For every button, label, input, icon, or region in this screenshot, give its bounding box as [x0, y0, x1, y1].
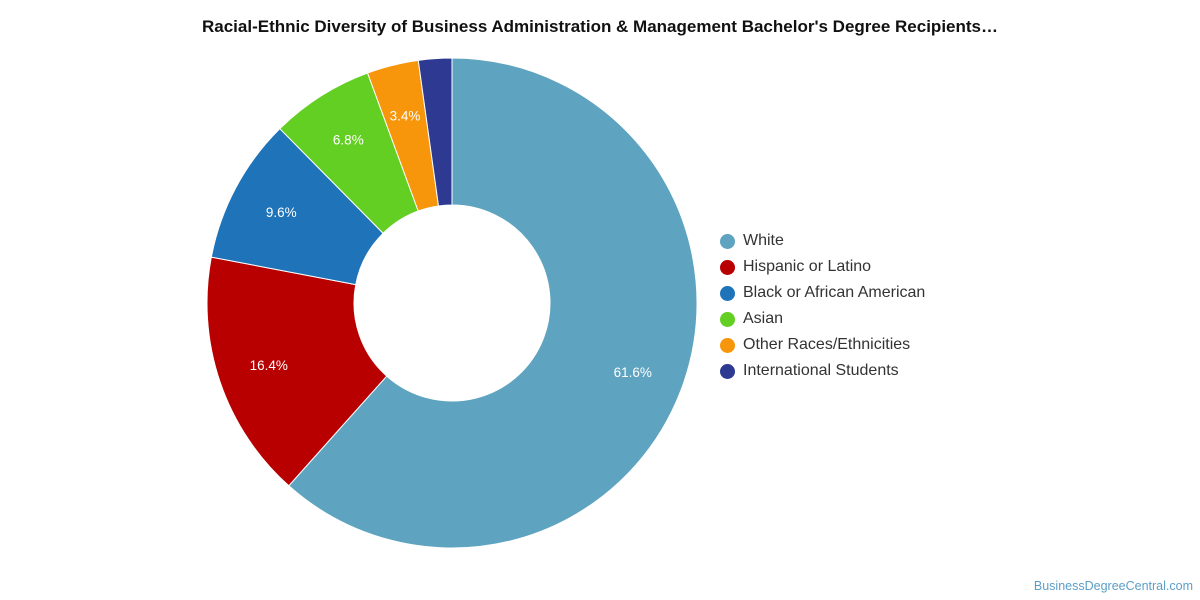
- legend-item-black-or-african-american[interactable]: Black or African American: [720, 280, 925, 306]
- legend-item-asian[interactable]: Asian: [720, 306, 925, 332]
- legend-swatch-icon: [720, 233, 735, 249]
- legend-label: Black or African American: [743, 284, 926, 301]
- legend-swatch-icon: [720, 311, 735, 327]
- slice-hispanic-or-latino[interactable]: [206, 256, 388, 487]
- legend-label: Other Races/Ethnicities: [743, 336, 911, 353]
- legend-item-white[interactable]: White: [720, 228, 925, 254]
- legend-swatch-icon: [720, 259, 735, 275]
- legend-swatch-icon: [720, 337, 735, 353]
- slice-value-label: 3.4%: [390, 108, 421, 123]
- legend-label: International Students: [743, 362, 899, 379]
- slice-international-students[interactable]: [417, 57, 453, 207]
- slice-value-label: 61.6%: [614, 365, 652, 380]
- legend-item-other-races-ethnicities[interactable]: Other Races/Ethnicities: [720, 332, 925, 358]
- legend-label: Hispanic or Latino: [743, 258, 872, 275]
- slice-value-label: 16.4%: [250, 358, 288, 373]
- legend-swatch-icon: [720, 285, 735, 301]
- legend-label: White: [743, 232, 784, 249]
- source-credit-link[interactable]: BusinessDegreeCentral.com: [1033, 579, 1193, 593]
- legend-label: Asian: [743, 310, 784, 327]
- chart-title: Racial-Ethnic Diversity of Business Admi…: [201, 17, 998, 36]
- slice-value-label: 6.8%: [333, 133, 364, 148]
- legend-item-hispanic-or-latino[interactable]: Hispanic or Latino: [720, 254, 925, 280]
- legend-swatch-icon: [720, 363, 735, 379]
- legend: White Hispanic or Latino Black or African …: [720, 228, 925, 384]
- slice-white[interactable]: [288, 57, 698, 549]
- legend-item-international-students[interactable]: International Students: [720, 358, 925, 384]
- slice-value-label: 9.6%: [266, 205, 297, 220]
